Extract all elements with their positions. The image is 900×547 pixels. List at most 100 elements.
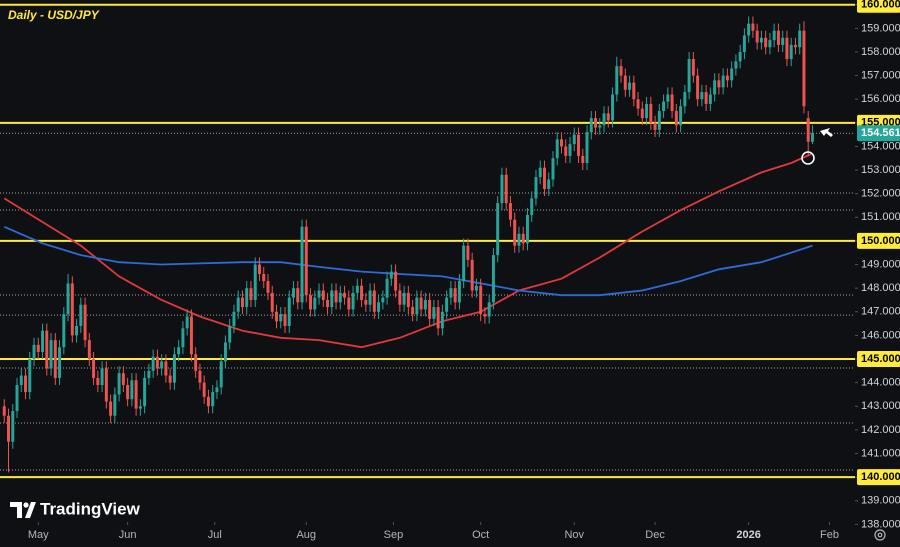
moving-average	[3, 225, 813, 297]
candle-body	[670, 94, 674, 112]
candle-body	[747, 23, 751, 36]
candle-body	[368, 290, 372, 305]
candle-body	[7, 415, 10, 442]
candle-body	[283, 314, 287, 326]
candle-body	[415, 297, 419, 315]
candle-body	[364, 299, 368, 305]
candle-body	[611, 94, 615, 121]
candle-body	[560, 139, 563, 147]
candle-body	[143, 377, 147, 407]
candle-body	[530, 198, 534, 215]
candle-body	[406, 292, 410, 308]
candle-body	[474, 285, 478, 291]
level-tag	[857, 351, 900, 368]
candle-body	[177, 347, 181, 355]
candle-body	[457, 281, 461, 303]
candle-body	[483, 314, 487, 317]
candle-body	[49, 340, 53, 369]
candle-body	[262, 273, 266, 282]
candle-body	[313, 297, 317, 310]
candle-body	[266, 281, 270, 293]
candle-body	[126, 385, 130, 400]
candle-body	[96, 377, 100, 386]
candle-body	[640, 108, 644, 119]
candle-body	[517, 233, 521, 246]
level-tag	[857, 232, 900, 249]
candle-body	[287, 297, 291, 326]
candle-body	[75, 325, 79, 336]
candle-body	[58, 347, 62, 378]
candle-body	[2, 406, 6, 416]
candle-body	[598, 125, 602, 128]
candle-body	[151, 356, 155, 371]
x-tick-label: Nov	[564, 529, 584, 541]
candle-body	[381, 297, 385, 303]
candle-body	[798, 30, 802, 48]
candle-body	[245, 288, 249, 308]
x-tick-label: Sep	[384, 529, 404, 541]
candle-body	[41, 330, 45, 352]
candle-body	[198, 370, 202, 383]
candle-body	[594, 118, 598, 128]
candle-body	[304, 226, 308, 296]
candle-body	[440, 311, 444, 329]
candle-body	[249, 288, 253, 300]
y-tick-label: 154.000	[861, 140, 900, 152]
logo-mark	[25, 502, 36, 518]
moving-average	[3, 152, 813, 349]
candle-body	[662, 101, 666, 112]
candle-body	[372, 290, 376, 312]
y-tick-label: 158.000	[861, 46, 900, 58]
candle-body	[62, 314, 66, 348]
candle-body	[279, 314, 283, 322]
x-tick-label: Jul	[208, 529, 222, 541]
candle-body	[236, 297, 240, 312]
candle-body	[704, 92, 708, 104]
candle-body	[581, 155, 585, 163]
candle-body	[491, 255, 495, 303]
candle-body	[453, 288, 457, 303]
candle-body	[742, 35, 746, 52]
y-tick-label: 144.000	[861, 377, 900, 389]
candle-body	[66, 283, 70, 315]
brand-logo: TradingView	[10, 499, 141, 518]
candle-body	[347, 297, 351, 310]
brand-name: TradingView	[40, 499, 141, 518]
candle-body	[15, 385, 19, 411]
candle-body	[636, 99, 640, 109]
candle-body	[338, 292, 342, 303]
candle-body	[109, 401, 113, 416]
candle-body	[360, 285, 364, 300]
candle-body	[628, 82, 632, 90]
candle-body	[674, 111, 678, 126]
y-tick-label: 150.000	[861, 235, 900, 247]
y-tick-label: 153.000	[861, 164, 900, 176]
moving-averages	[3, 152, 813, 349]
candle-body	[402, 292, 406, 305]
candle-body	[785, 37, 789, 60]
settings-icon[interactable]	[874, 529, 886, 541]
candle-body	[725, 75, 729, 81]
x-tick-label: Feb	[820, 529, 839, 541]
candle-body	[275, 311, 278, 322]
candle-body	[53, 340, 57, 378]
candle-body	[100, 368, 104, 386]
candle-body	[168, 375, 172, 383]
candle-body	[683, 92, 687, 107]
y-tick-label: 152.000	[861, 188, 900, 200]
level-tag	[857, 0, 900, 13]
candle-body	[219, 361, 223, 388]
candle-body	[534, 177, 538, 199]
y-tick-label: 143.000	[861, 400, 900, 412]
candle-body	[389, 271, 393, 279]
candle-body	[645, 103, 649, 119]
candle-body	[321, 290, 325, 300]
candle-body	[449, 288, 453, 298]
candle-body	[700, 92, 704, 100]
candles	[2, 16, 814, 473]
candle-body	[793, 44, 797, 48]
logo-mark	[10, 502, 22, 518]
